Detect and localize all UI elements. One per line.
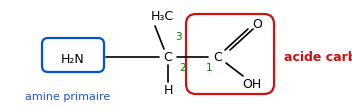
Text: 2: 2 (180, 63, 186, 73)
Text: H₂N: H₂N (61, 53, 85, 66)
Text: H₃C: H₃C (150, 9, 174, 22)
Text: C: C (164, 50, 172, 64)
Text: acide carboxylique: acide carboxylique (284, 50, 352, 64)
Text: O: O (252, 18, 262, 31)
Text: OH: OH (243, 77, 262, 90)
Text: H: H (163, 83, 173, 96)
Text: 3: 3 (175, 32, 181, 42)
Text: amine primaire: amine primaire (25, 92, 111, 102)
Text: 1: 1 (206, 63, 212, 73)
Text: C: C (214, 50, 222, 64)
